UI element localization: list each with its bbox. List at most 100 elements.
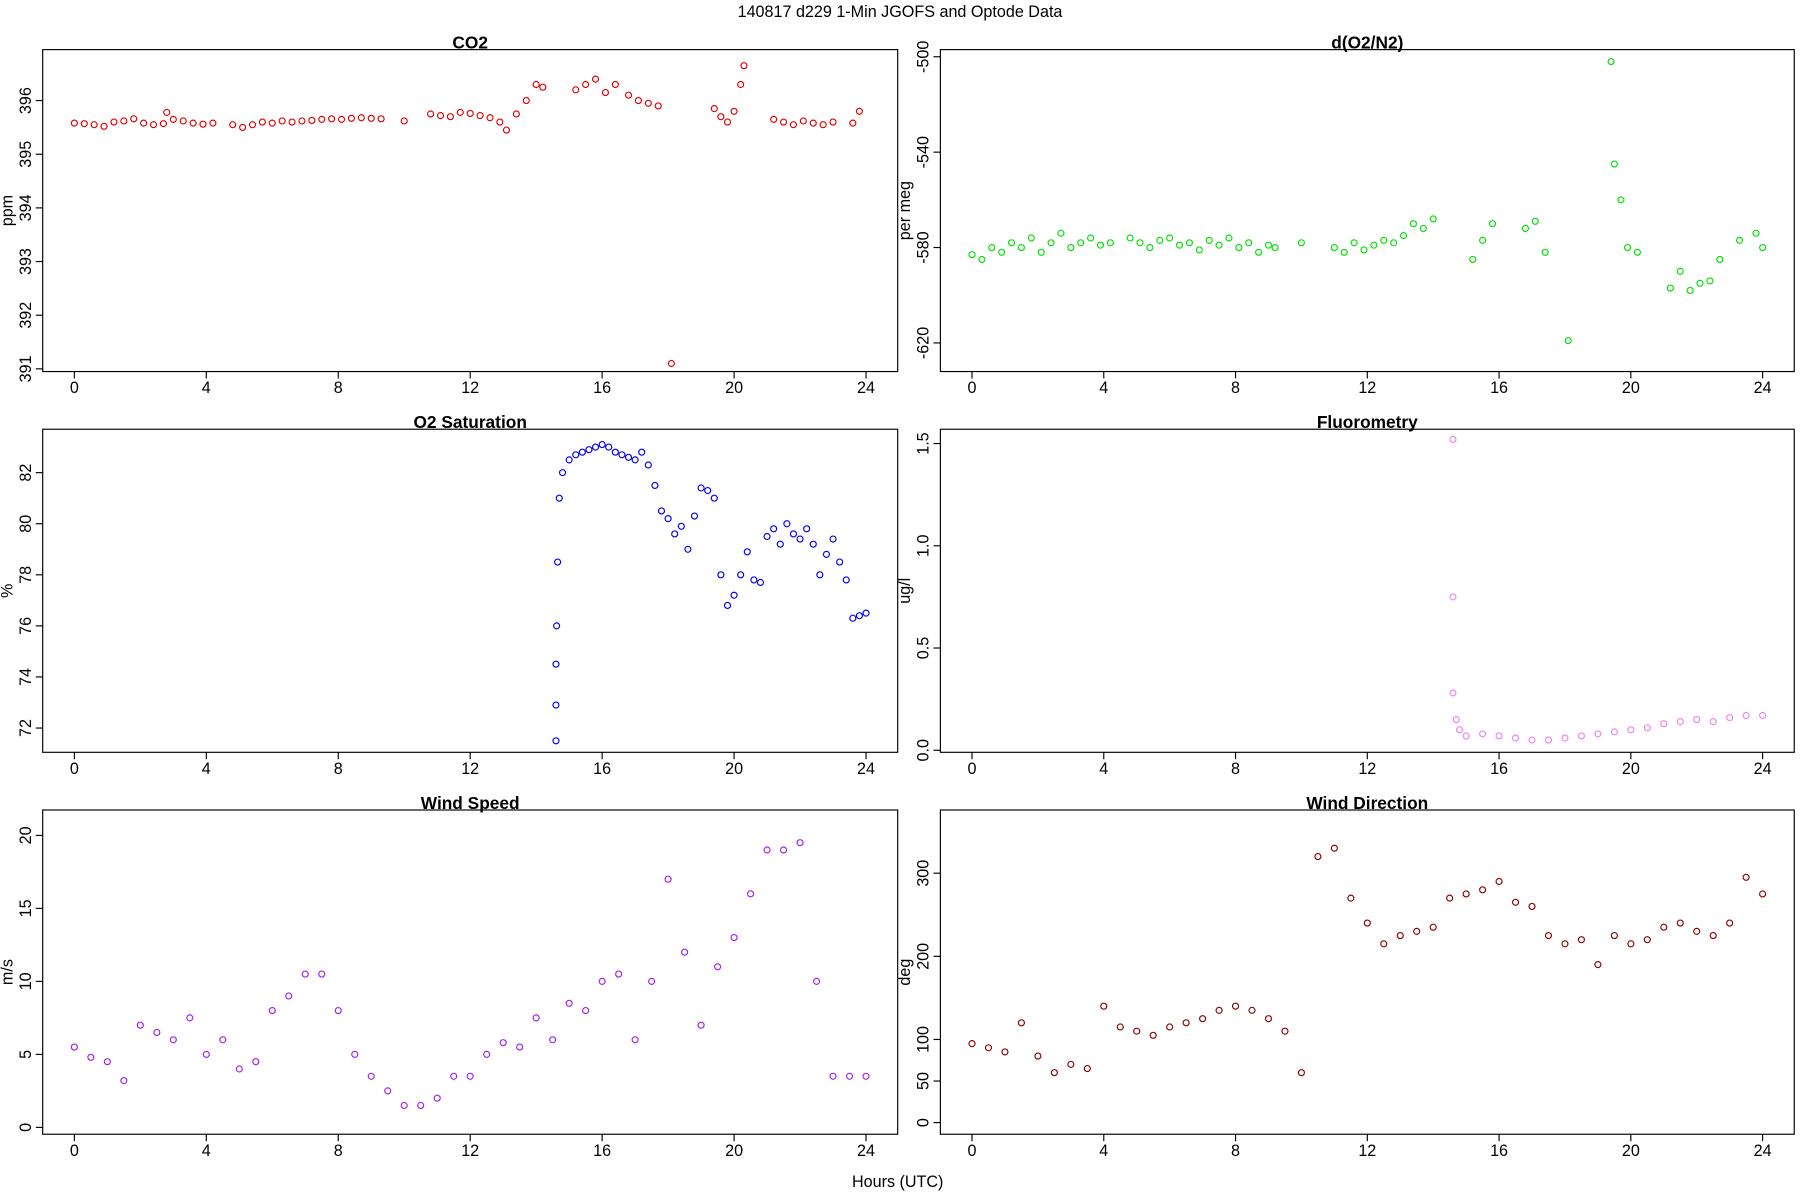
data-point — [1146, 243, 1154, 252]
data-point — [202, 1050, 210, 1058]
data-point — [809, 119, 817, 127]
data-point — [229, 121, 237, 129]
data-point — [1449, 689, 1457, 697]
data-point — [644, 461, 652, 469]
plot-frame — [939, 809, 1795, 1135]
data-point — [288, 118, 296, 126]
x-tick-label: 12 — [461, 1142, 479, 1160]
x-tick-label: 16 — [593, 379, 611, 397]
x-tick-label: 8 — [334, 379, 343, 397]
data-point — [671, 530, 679, 538]
data-point — [1577, 936, 1586, 944]
data-point — [384, 1087, 392, 1095]
data-point — [1297, 239, 1306, 247]
data-point — [347, 114, 356, 122]
data-point — [558, 469, 567, 477]
data-point — [1017, 243, 1025, 252]
y-tick-label: 396 — [17, 87, 35, 114]
data-point — [1264, 1015, 1273, 1023]
data-point — [1564, 336, 1572, 345]
data-point — [1742, 873, 1750, 881]
data-point — [1047, 239, 1055, 247]
plot-frame — [42, 428, 899, 753]
data-point — [1594, 730, 1602, 738]
data-point — [565, 456, 573, 464]
x-tick-label: 24 — [1754, 760, 1772, 778]
data-point — [667, 359, 675, 368]
data-point — [1696, 279, 1704, 287]
data-point — [308, 116, 316, 125]
y-tick-label: 200 — [914, 943, 932, 970]
data-point — [1050, 1069, 1058, 1077]
y-tick-label: 0 — [17, 1123, 35, 1132]
data-point — [809, 540, 817, 548]
data-point — [328, 115, 336, 123]
y-tick-label: -580 — [914, 231, 932, 263]
data-point — [1541, 248, 1549, 256]
y-axis-label: per meg — [896, 181, 914, 240]
data-point — [1347, 894, 1355, 902]
data-point — [845, 1072, 854, 1080]
data-point — [1531, 217, 1539, 225]
data-point — [1330, 844, 1338, 852]
data-point — [1380, 940, 1388, 948]
data-point — [163, 108, 171, 116]
data-point — [1469, 255, 1477, 264]
data-point — [1215, 241, 1223, 249]
data-point — [1660, 720, 1668, 728]
data-point — [248, 121, 257, 129]
data-point — [1726, 919, 1734, 927]
data-point — [1462, 732, 1470, 740]
y-tick-label: 0.5 — [914, 637, 932, 659]
data-point — [1716, 255, 1724, 264]
data-point — [605, 443, 613, 451]
x-tick-label: 16 — [1490, 760, 1508, 778]
data-point — [743, 548, 751, 556]
data-point — [690, 512, 699, 520]
x-tick-label: 12 — [461, 760, 479, 778]
x-tick-label: 8 — [1231, 379, 1240, 397]
data-point — [829, 535, 837, 543]
data-point — [153, 1028, 161, 1037]
data-point — [1215, 1006, 1223, 1014]
data-point — [298, 117, 306, 125]
data-point — [555, 494, 563, 502]
y-tick-label: 395 — [17, 141, 35, 168]
data-point — [1623, 243, 1632, 252]
data-point — [499, 1039, 507, 1047]
panel: O2 Saturation% 0 4 8 12 16 20 24 72 74 76 78 80 82 — [0, 412, 899, 778]
data-point — [446, 113, 454, 121]
data-point — [779, 118, 788, 126]
data-point — [1759, 711, 1767, 720]
data-point — [1511, 898, 1520, 906]
plot-frame — [42, 809, 899, 1135]
data-point — [1561, 940, 1569, 948]
data-point — [710, 105, 718, 113]
data-point — [598, 440, 606, 449]
data-point — [984, 1044, 993, 1052]
data-point — [357, 114, 365, 122]
data-point — [301, 970, 309, 978]
data-point — [730, 591, 738, 599]
y-tick-label: 80 — [17, 515, 35, 533]
x-tick-label: 4 — [1099, 1142, 1108, 1160]
data-point — [483, 1050, 491, 1058]
data-point — [1676, 919, 1684, 927]
data-point — [763, 532, 771, 541]
data-point — [1255, 248, 1263, 256]
data-point — [710, 494, 718, 502]
data-point — [1594, 961, 1602, 969]
data-point — [90, 121, 98, 129]
data-point — [1248, 1006, 1256, 1014]
x-tick-label: 8 — [334, 1142, 343, 1160]
data-point — [1479, 886, 1487, 894]
data-point — [80, 120, 88, 128]
data-point — [1607, 57, 1615, 66]
data-point — [998, 248, 1006, 256]
data-point — [110, 118, 118, 126]
data-point — [516, 1043, 524, 1051]
data-point — [120, 1077, 128, 1085]
data-point — [1528, 902, 1536, 911]
x-tick-label: 12 — [1358, 379, 1376, 397]
